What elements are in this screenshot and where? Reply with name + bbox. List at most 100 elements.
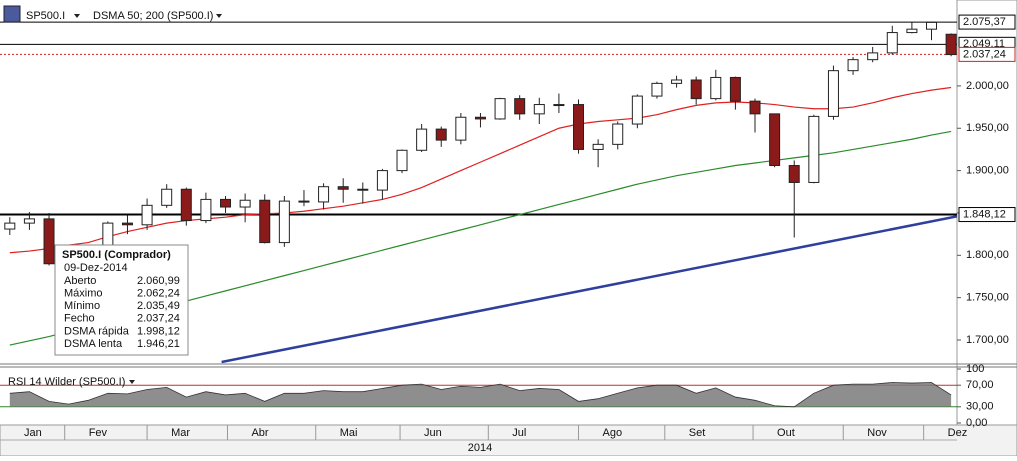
candle-body: [671, 79, 683, 84]
header: SP500.I DSMA 50; 200 (SP500.I) RSI 14 Wi…: [3, 5, 492, 454]
moving-average: [9, 86, 952, 254]
rsi-title[interactable]: RSI 14 Wilder (SP500.I): [8, 376, 125, 388]
x-tick-label: Jan: [24, 427, 42, 439]
candle-body: [376, 170, 388, 191]
info-value: 2.037,24: [137, 313, 180, 325]
symbol-icon[interactable]: [3, 5, 21, 23]
info-title: SP500.I (Comprador): [62, 249, 171, 261]
candle-body: [259, 199, 271, 244]
candle-body: [121, 222, 133, 226]
candle-body: [788, 165, 800, 183]
rsi-tick-label: 100: [966, 363, 984, 375]
y-tick-label: 1.700,00: [966, 334, 1009, 346]
candle-body: [337, 186, 349, 190]
candle-body: [396, 149, 408, 172]
candle-body: [926, 21, 938, 30]
x-tick-label: Fev: [89, 427, 108, 439]
info-value: 1.998,12: [137, 325, 180, 337]
dropdown-arrow[interactable]: [129, 380, 135, 384]
candle-body: [553, 104, 565, 107]
candle-body: [357, 188, 369, 191]
info-label: Aberto: [64, 275, 96, 287]
price-line-label: 2.075,37: [963, 16, 1006, 28]
candle-body: [416, 128, 428, 151]
y-tick-label: 1.950,00: [966, 122, 1009, 134]
rsi-tick-label: 0,00: [966, 417, 987, 429]
x-axis-title: 2014: [468, 442, 492, 454]
price-line-label: 2.037,24: [963, 48, 1006, 60]
info-label: DSMA lenta: [64, 338, 123, 350]
info-label: Máximo: [64, 288, 103, 300]
info-value: 2.060,99: [137, 275, 180, 287]
info-date: 09-Dez-2014: [64, 262, 128, 274]
y-tick-label: 1.900,00: [966, 165, 1009, 177]
candle-body: [749, 100, 761, 115]
candle-body: [827, 70, 839, 117]
candle-body: [533, 104, 545, 115]
price-line-box: [958, 207, 1016, 223]
y-tick-label: 2.000,00: [966, 80, 1009, 92]
dropdown-arrow[interactable]: [216, 14, 222, 18]
rsi-tick-label: 30,00: [966, 401, 994, 413]
candle-body: [23, 218, 35, 224]
rsi-line: [9, 382, 952, 408]
x-tick-label: Mar: [171, 427, 190, 439]
candle-body: [514, 98, 526, 115]
info-label: Mínimo: [64, 300, 100, 312]
info-label: Fecho: [64, 313, 95, 325]
candle-body: [435, 128, 447, 141]
x-tick-label: Dez: [948, 427, 968, 439]
candle-body: [906, 28, 918, 34]
candle-body: [278, 200, 290, 244]
y-tick-label: 1.800,00: [966, 249, 1009, 261]
candle-body: [769, 113, 781, 167]
candle-body: [298, 200, 310, 203]
candle-body: [180, 188, 192, 222]
candle-body: [161, 188, 173, 206]
rsi-area: [9, 382, 952, 407]
x-tick-label: Jun: [424, 427, 442, 439]
x-tick-label: Mai: [340, 427, 358, 439]
x-tick-label: Ago: [603, 427, 623, 439]
main-plot: [0, 21, 957, 364]
candle-body: [729, 76, 741, 102]
candle-body: [651, 82, 663, 97]
info-value: 1.946,21: [137, 338, 180, 350]
candle-body: [455, 116, 467, 141]
info-value: 2.035,49: [137, 300, 180, 312]
rsi-plot: [0, 382, 957, 408]
candle-body: [200, 198, 212, 222]
symbol[interactable]: SP500.I: [26, 10, 65, 22]
x-tick-label: Nov: [867, 427, 887, 439]
candle-body: [141, 204, 153, 226]
candle-body: [886, 32, 898, 54]
rsi-tick-label: 70,00: [966, 379, 994, 391]
candle-body: [4, 222, 16, 230]
candle-body: [710, 76, 722, 100]
indicator[interactable]: DSMA 50; 200 (SP500.I): [93, 10, 213, 22]
candle-body: [494, 98, 506, 120]
candle-body: [690, 79, 702, 100]
candle-body: [808, 115, 820, 183]
info-value: 2.062,24: [137, 288, 180, 300]
y-tick-label: 1.750,00: [966, 292, 1009, 304]
candle-body: [474, 116, 486, 120]
candle-body: [220, 198, 232, 208]
price-line-box: [958, 46, 1016, 62]
trend-line: [221, 215, 957, 364]
price-line-box: [958, 14, 1016, 30]
dropdown-arrow[interactable]: [74, 14, 80, 18]
candle-body: [239, 199, 251, 208]
candle-body: [318, 186, 330, 203]
candle-body: [945, 33, 957, 56]
x-tick-label: Out: [777, 427, 795, 439]
candle-body: [43, 218, 55, 265]
info-box-frame: [54, 244, 189, 356]
candle-body: [612, 123, 624, 145]
candle-body: [573, 104, 585, 150]
x-tick-label: Abr: [251, 427, 268, 439]
candle-body: [631, 95, 643, 125]
info-box: SP500.I (Comprador) 09-Dez-2014 Aberto 2.…: [54, 244, 189, 356]
price-line-label: 1.848,12: [963, 208, 1006, 220]
